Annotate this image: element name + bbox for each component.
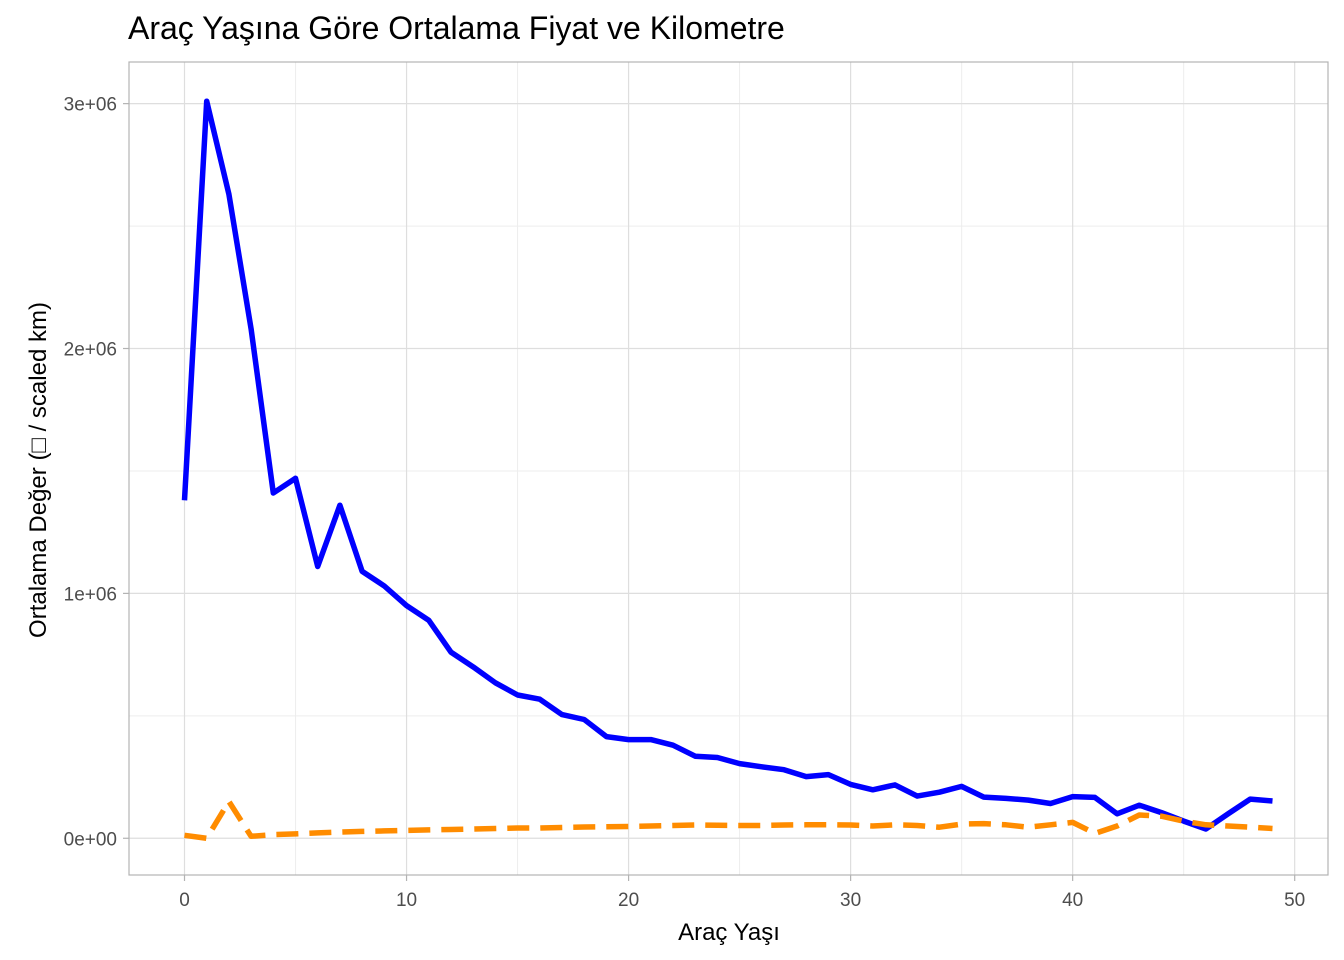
x-tick-label: 40 [1062,890,1083,911]
y-tick-label: 2e+06 [64,340,117,361]
y-tick-label: 3e+06 [64,95,117,116]
x-axis-title: Araç Yaşı [678,919,780,946]
x-tick-label: 50 [1284,890,1305,911]
data-lines [181,98,1273,842]
plot-area [128,61,1329,876]
x-tick-label: 20 [618,890,639,911]
x-tick-label: 30 [840,890,861,911]
x-tick-label: 0 [179,890,190,911]
y-tick-label: 1e+06 [64,584,117,605]
y-axis-title: Ortalama Değer (□ / scaled km) [25,302,52,638]
y-axis-ticks: 0e+00 1e+06 2e+06 3e+06 [64,95,129,850]
panel-border [128,61,1329,876]
x-axis-ticks: 0 10 20 30 40 50 [179,875,1305,911]
series-line-1 [181,98,1273,832]
y-tick-label: 0e+00 [64,829,117,850]
x-tick-label: 10 [396,890,417,911]
chart-title: Araç Yaşına Göre Ortalama Fiyat ve Kilom… [128,10,785,46]
